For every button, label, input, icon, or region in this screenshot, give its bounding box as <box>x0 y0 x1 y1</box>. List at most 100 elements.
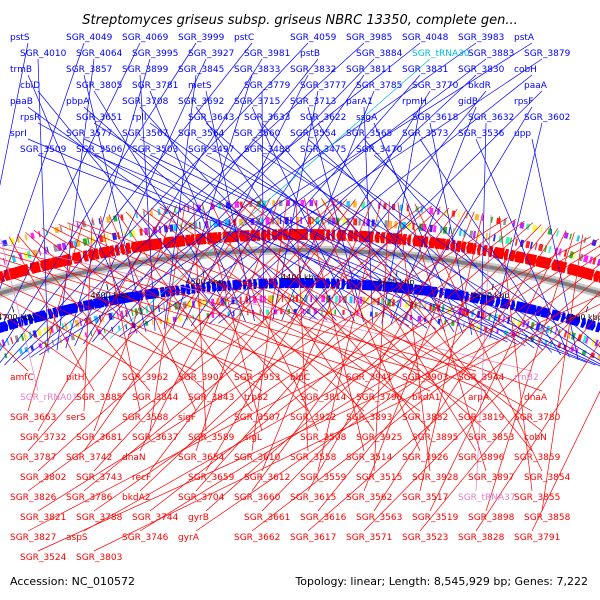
bottom-gene-label: SGR_3588 <box>122 413 169 423</box>
feature-mark <box>26 250 32 259</box>
scale-tick-label: 4200 kbp <box>472 291 510 300</box>
top-callout-line <box>205 154 600 365</box>
bottom-gene-label: SGR_3660 <box>234 493 281 503</box>
top-callout-line <box>0 42 29 187</box>
bottom-callout-line <box>159 206 533 412</box>
feature-mark <box>457 211 461 218</box>
bottom-callout-line <box>317 200 382 472</box>
top-gene-label: cbiD <box>20 81 40 91</box>
bottom-gene-label: SGR_3893 <box>346 413 392 423</box>
feature-mark <box>79 318 83 327</box>
feature-mark <box>111 232 118 241</box>
top-gene-label: SGR_3536 <box>458 129 505 139</box>
bottom-callout-line <box>235 199 487 432</box>
feature-mark <box>472 230 477 239</box>
bottom-gene-label: SGR_3897 <box>468 473 514 483</box>
bottom-strand-gene <box>577 266 586 279</box>
bottom-gene-label: SGR_3855 <box>514 493 560 503</box>
top-strand-gene <box>580 317 586 328</box>
bottom-callout-line <box>139 245 600 532</box>
top-callout-line <box>27 138 499 341</box>
bottom-gene-label: SGR_3803 <box>76 553 122 563</box>
bottom-gene-label: SGR_3821 <box>20 513 66 523</box>
bottom-callout-line <box>0 247 477 372</box>
top-gene-label: pstC <box>234 33 254 43</box>
bottom-gene-label: SGR_3637 <box>132 433 178 443</box>
bottom-callout-line <box>117 212 253 412</box>
top-callout-line <box>373 122 464 334</box>
feature-mark <box>37 328 43 337</box>
bottom-callout-line <box>419 311 600 532</box>
feature-mark <box>349 296 353 304</box>
bottom-gene-label: SGR_3962 <box>122 373 168 383</box>
bottom-callout-line <box>27 198 254 452</box>
bottom-callout-line <box>317 226 550 512</box>
bottom-gene-label: SGR_3610 <box>234 453 281 463</box>
feature-mark <box>538 243 544 252</box>
top-callout-line <box>0 42 141 331</box>
feature-mark <box>68 224 72 231</box>
bottom-callout-line <box>0 312 85 372</box>
bottom-gene-label: bldC <box>290 373 310 383</box>
top-callout-line <box>195 138 526 347</box>
top-gene-label: SGR_3830 <box>458 65 505 75</box>
feature-mark <box>353 201 357 208</box>
top-gene-label: SGR_3622 <box>300 113 346 123</box>
bottom-callout-line <box>251 208 458 492</box>
bottom-callout-line <box>33 230 263 392</box>
bottom-callout-line <box>312 197 421 452</box>
scale-tick-label: 4100 kbp <box>565 313 600 322</box>
top-strand-gene <box>47 308 54 320</box>
accession-text: Accession: NC_010572 <box>10 575 135 588</box>
bottom-callout-line <box>307 275 600 532</box>
bottom-gene-label: SGR_3612 <box>244 473 290 483</box>
top-gene-label: rpsF <box>514 97 533 107</box>
top-callout-line <box>261 154 600 362</box>
top-gene-label: SGR_3506 <box>76 145 123 155</box>
bottom-gene-label: arpA <box>468 393 490 403</box>
bottom-callout-line <box>0 238 39 392</box>
bottom-callout-line <box>397 202 431 472</box>
bottom-callout-line <box>139 206 441 492</box>
bottom-callout-line <box>37 294 600 552</box>
bottom-strand-gene <box>439 238 447 250</box>
top-gene-label: SGR_4010 <box>20 49 67 59</box>
bottom-callout-line <box>17 234 151 392</box>
bottom-gene-label: serS <box>66 413 86 423</box>
bottom-callout-line <box>406 203 487 472</box>
bottom-gene-label: SGR_3519 <box>412 513 459 523</box>
bottom-callout-line <box>251 198 288 452</box>
top-callout-line <box>65 58 151 349</box>
bottom-callout-line <box>134 210 365 412</box>
bottom-gene-label: SGR_3928 <box>412 473 459 483</box>
top-callout-lines <box>0 42 600 367</box>
scale-tick <box>491 283 494 291</box>
feature-mark <box>514 238 518 246</box>
bottom-gene-label: SGR_3844 <box>132 393 179 403</box>
top-gene-label: SGR_3618 <box>412 113 459 123</box>
feature-mark <box>265 217 270 225</box>
scale-tick <box>585 306 589 313</box>
feature-mark <box>239 296 242 304</box>
feature-mark <box>563 232 569 239</box>
feature-mark <box>14 335 20 343</box>
bottom-callout-line <box>50 226 375 392</box>
top-gene-label: SGR_3857 <box>66 65 112 75</box>
top-callout-line <box>92 58 319 343</box>
bottom-callout-line <box>195 253 600 532</box>
top-gene-label: SGR_3879 <box>524 49 571 59</box>
bottom-gene-label: SGR_3523 <box>402 533 448 543</box>
bottom-gene-label: SGR_3662 <box>234 533 280 543</box>
top-gene-label: pstS <box>10 33 30 43</box>
bottom-gene-label: SGR_3562 <box>346 493 392 503</box>
bottom-callout-line <box>41 228 319 392</box>
feature-mark <box>300 200 305 207</box>
top-callout-line <box>489 122 543 339</box>
top-gene-label: rpmH <box>402 97 427 107</box>
bottom-strand-gene <box>303 229 308 241</box>
top-callout-line <box>37 122 410 327</box>
bottom-gene-label: SGR_3744 <box>132 513 179 523</box>
bottom-gene-label: SGR_3907 <box>178 373 224 383</box>
feature-mark <box>91 236 96 245</box>
top-gene-label: SGR_3632 <box>468 113 514 123</box>
